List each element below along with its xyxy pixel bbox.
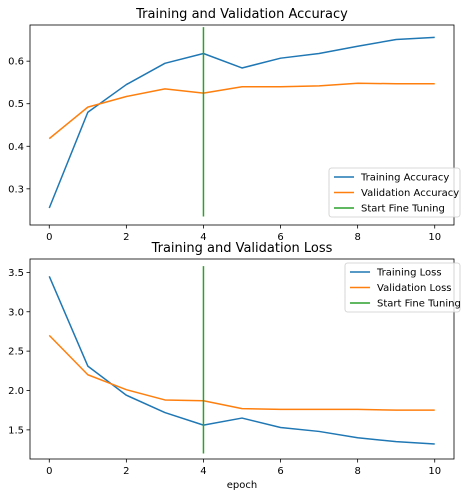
series-line-2 <box>48 82 435 140</box>
legend-label-1: Training Loss <box>376 268 442 279</box>
x-tick-label: 2 <box>123 232 129 243</box>
series-line-1 <box>48 36 435 209</box>
x-tick-label: 4 <box>200 466 206 477</box>
legend-label-1: Training Accuracy <box>360 173 449 184</box>
x-tick-label: 8 <box>354 232 360 243</box>
legend-box <box>328 167 461 218</box>
x-tick-label: 10 <box>428 466 441 477</box>
y-tick-label: 0.6 <box>8 57 24 68</box>
x-tick-label: 0 <box>46 232 52 243</box>
chart-title: Training and Validation Loss <box>151 241 333 256</box>
series-line-2 <box>48 334 435 411</box>
x-axis-label: epoch <box>227 480 257 491</box>
x-tick-label: 4 <box>200 232 206 243</box>
chart-panel-2: Training and Validation Loss 0 2 4 6 8 10 1.5 2.… <box>8 241 461 491</box>
y-tick-label: 2.5 <box>8 347 24 358</box>
x-tick-label: 10 <box>428 232 441 243</box>
legend-label-3: Start Fine Tuning <box>377 299 461 310</box>
x-tick-label: 8 <box>354 466 360 477</box>
y-tick-label: 0.3 <box>8 184 24 195</box>
chart-title: Training and Validation Accuracy <box>135 7 348 22</box>
x-tick-label: 2 <box>123 466 129 477</box>
y-tick-label: 0.4 <box>8 142 24 153</box>
legend-box <box>344 262 461 313</box>
x-tick-label: 6 <box>277 466 283 477</box>
y-tick-label: 0.5 <box>8 99 24 110</box>
x-tick-label: 0 <box>46 466 52 477</box>
y-tick-label: 3.0 <box>8 307 24 318</box>
chart-panel-1: Training and Validation Accuracy 0 2 4 6 8 10 0… <box>8 7 461 243</box>
y-tick-label: 3.5 <box>8 268 24 279</box>
legend: Training Loss Validation Loss Start Fine T… <box>344 262 461 313</box>
legend-label-3: Start Fine Tuning <box>361 204 445 215</box>
x-tick-label: 6 <box>277 232 283 243</box>
legend: Training Accuracy Validation Accuracy Star… <box>328 167 461 218</box>
y-tick-label: 2.0 <box>8 386 24 397</box>
axes-frame <box>29 258 455 460</box>
axes-frame <box>29 24 455 226</box>
legend-label-2: Validation Loss <box>377 283 452 294</box>
y-tick-label: 1.5 <box>8 425 24 436</box>
legend-label-2: Validation Accuracy <box>361 188 459 199</box>
